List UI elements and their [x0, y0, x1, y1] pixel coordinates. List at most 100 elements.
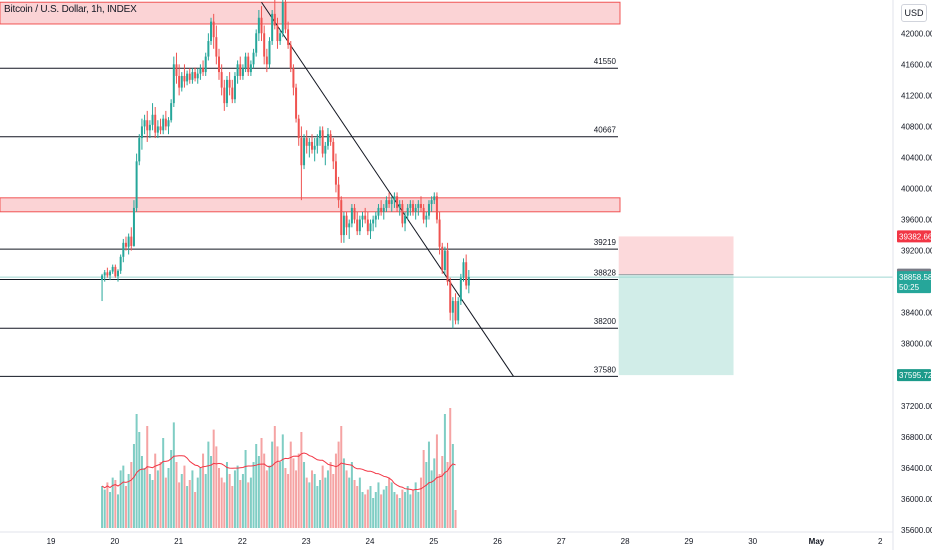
candle-body	[385, 200, 388, 208]
volume-bar	[212, 429, 215, 528]
horizontal-levels[interactable]: 41550 40667 39219 38828 38200 37580	[0, 57, 893, 377]
candle-body	[372, 219, 375, 224]
volume-bar	[414, 482, 417, 528]
candle-body	[265, 56, 268, 65]
candle-body	[430, 200, 433, 205]
symbol-title: Bitcoin / U.S. Dollar, 1h, INDEX	[4, 4, 137, 15]
symbol-header[interactable]: Bitcoin / U.S. Dollar, 1h, INDEX	[4, 4, 137, 15]
volume-bar	[311, 470, 314, 528]
volume-bar	[308, 482, 311, 528]
trendline-group[interactable]	[261, 1, 514, 377]
volume-bar	[159, 462, 162, 528]
candle-body	[183, 75, 186, 82]
candle-body	[244, 56, 247, 69]
volume-bar	[318, 480, 321, 528]
price-tick-label: 40400.00	[901, 153, 932, 162]
level-label-39219: 39219	[594, 238, 617, 247]
time-axis[interactable]: 19 20 21 22 23 24 25 26 27 28 29 30 May 2	[0, 531, 893, 546]
candle-body	[326, 134, 329, 146]
level-label-37580: 37580	[594, 365, 617, 374]
volume-bar	[183, 465, 186, 528]
candle-body	[441, 246, 444, 270]
volume-bar	[265, 470, 268, 528]
short-position-tool[interactable]	[618, 236, 734, 376]
volume-bar	[186, 486, 189, 528]
candle-body	[401, 204, 404, 224]
volume-bar	[146, 426, 149, 528]
volume-moving-average	[101, 452, 456, 491]
volume-bar	[433, 458, 436, 528]
volume-bar	[292, 458, 295, 528]
volume-bar	[154, 453, 157, 528]
candle-body	[438, 219, 441, 247]
candle-body	[175, 64, 178, 76]
volume-bar	[255, 444, 258, 528]
volume-bar	[419, 477, 422, 528]
price-axis[interactable]: 42000.00 41600.00 41200.00 40800.00 40400.00…	[892, 0, 932, 550]
volume-bar	[430, 470, 433, 528]
volume-bar	[239, 480, 242, 528]
volume-bar	[236, 465, 239, 528]
candle-body	[156, 126, 159, 133]
volume-bar	[249, 477, 252, 528]
volume-ma-line	[101, 452, 456, 491]
candle-body	[164, 118, 167, 127]
price-tick-label: 40800.00	[901, 122, 932, 131]
candle-body	[114, 266, 117, 277]
price-tick-label: 38000.00	[901, 340, 932, 349]
volume-bar	[324, 477, 327, 528]
volume-bar	[156, 470, 159, 528]
candle-body	[419, 204, 422, 208]
supply-zone-1	[0, 1, 621, 25]
candle-body	[303, 138, 306, 166]
volume-bar	[321, 465, 324, 528]
price-tag-green	[897, 369, 931, 382]
volume-bar	[406, 486, 409, 528]
volume-bar	[207, 441, 210, 528]
candle-body	[353, 207, 356, 220]
candle-body	[154, 114, 157, 133]
volume-bar	[103, 489, 106, 528]
candle-body	[308, 141, 311, 146]
volume-bars	[101, 408, 457, 528]
supply-zones[interactable]	[0, 1, 621, 213]
candle-body	[334, 161, 337, 185]
candle-body	[124, 242, 127, 247]
candle-body	[170, 103, 173, 121]
price-tag-label: 39382.66	[899, 232, 932, 241]
candle-body	[361, 215, 364, 220]
candle-body	[117, 270, 120, 277]
candle-body	[257, 17, 260, 34]
volume-bar	[101, 486, 104, 528]
price-tick-label: 36800.00	[901, 433, 932, 442]
candle-body	[329, 134, 332, 142]
candle-body	[462, 262, 465, 278]
candle-body	[148, 124, 151, 131]
candle-body	[422, 207, 425, 220]
candle-body	[406, 207, 409, 216]
time-tick-label: 20	[110, 537, 119, 546]
candle-body	[239, 64, 242, 76]
price-tag-label: 38858.58	[899, 273, 932, 282]
candle-body	[194, 72, 197, 79]
volume-bar	[388, 477, 391, 528]
candle-body	[340, 200, 343, 236]
currency-button[interactable]: USD	[901, 4, 927, 22]
candle-body	[268, 41, 271, 65]
price-tick-label: 38400.00	[901, 309, 932, 318]
volume-bar	[372, 498, 375, 528]
candle-body	[228, 79, 231, 88]
candle-body	[159, 126, 162, 131]
time-tick-label: 28	[621, 537, 630, 546]
candle-body	[369, 223, 372, 232]
volume-bar	[297, 453, 300, 528]
candle-body	[305, 138, 308, 146]
volume-bar	[396, 494, 399, 528]
candle-body	[119, 256, 122, 271]
candle-body	[271, 13, 274, 42]
price-tick-label: 42000.00	[901, 29, 932, 38]
candle-body	[398, 204, 401, 208]
time-tick-label: 27	[557, 537, 566, 546]
